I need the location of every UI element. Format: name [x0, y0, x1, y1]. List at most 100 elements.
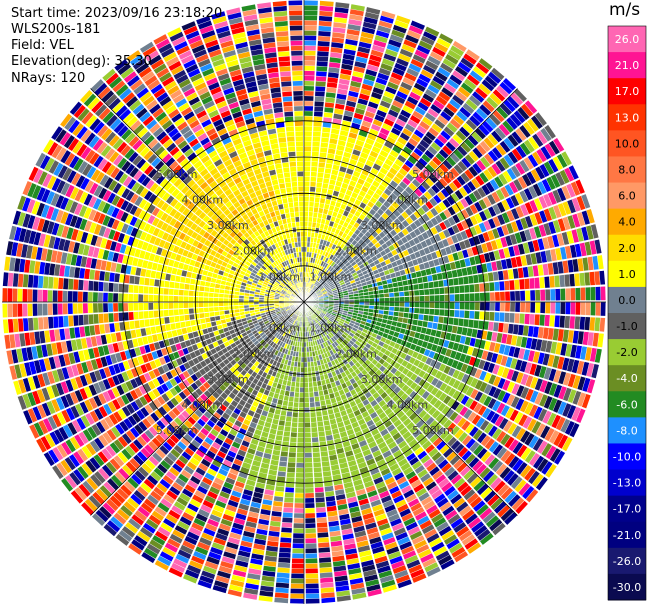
- noise-gate: [570, 316, 576, 329]
- noise-gate: [290, 41, 302, 46]
- noise-gate: [282, 91, 292, 96]
- noise-gate: [316, 61, 327, 67]
- noise-gate: [319, 11, 333, 17]
- velocity-gate: [462, 327, 468, 335]
- velocity-gate: [447, 271, 453, 279]
- velocity-gate: [320, 147, 328, 153]
- noise-gate: [294, 106, 303, 111]
- noise-gate: [281, 86, 291, 92]
- noise-gate: [503, 323, 509, 333]
- noise-gate: [69, 328, 75, 339]
- noise-gate: [304, 101, 313, 106]
- noise-gate: [493, 271, 499, 280]
- noise-gate: [317, 517, 328, 523]
- noise-gate: [103, 303, 108, 312]
- noise-gate: [570, 288, 575, 301]
- noise-gate: [279, 61, 290, 66]
- noise-gate: [79, 268, 85, 279]
- velocity-gate: [472, 329, 478, 338]
- noise-gate: [295, 121, 303, 126]
- velocity-gate: [434, 309, 439, 316]
- velocity-gate: [359, 299, 364, 302]
- noise-gate: [278, 51, 290, 57]
- noise-gate: [586, 302, 591, 315]
- noise-gate: [114, 323, 120, 332]
- noise-gate: [93, 314, 98, 324]
- noise-gate: [518, 267, 524, 278]
- noise-gate: [33, 275, 39, 288]
- noise-gate: [113, 303, 118, 312]
- noise-gate: [109, 273, 115, 283]
- noise-gate: [23, 304, 28, 317]
- noise-gate: [278, 558, 290, 564]
- velocity-gate: [320, 142, 328, 148]
- noise-gate: [304, 91, 314, 96]
- noise-gate: [518, 325, 524, 336]
- noise-gate: [281, 81, 292, 87]
- noise-gate: [304, 111, 313, 116]
- velocity-gate: [463, 276, 469, 284]
- noise-gate: [38, 304, 43, 316]
- velocity-gate: [328, 143, 336, 149]
- noise-gate: [520, 302, 525, 312]
- noise-gate: [315, 492, 324, 497]
- noise-gate: [94, 325, 100, 335]
- noise-gate: [553, 328, 559, 340]
- velocity-gate: [315, 197, 320, 202]
- noise-gate: [318, 542, 330, 548]
- noise-gate: [53, 277, 59, 289]
- noise-gate: [495, 302, 500, 311]
- velocity-gate: [311, 167, 318, 172]
- velocity-gate: [485, 292, 490, 301]
- noise-gate: [275, 21, 288, 27]
- velocity-gate: [313, 132, 321, 137]
- noise-gate: [500, 292, 505, 301]
- noise-gate: [58, 278, 64, 290]
- velocity-gate: [425, 302, 430, 308]
- noise-gate: [276, 31, 289, 37]
- noise-gate: [304, 46, 316, 51]
- noise-gate: [490, 292, 495, 301]
- noise-gate: [265, 52, 277, 58]
- velocity-gate: [422, 321, 428, 327]
- noise-gate: [2, 288, 7, 302]
- noise-gate: [305, 533, 316, 538]
- noise-gate: [319, 562, 332, 568]
- noise-gate: [274, 598, 288, 604]
- noise-gate: [530, 302, 535, 313]
- velocity-gate: [457, 326, 463, 334]
- noise-gate: [114, 273, 120, 282]
- noise-gate: [294, 523, 305, 528]
- noise-gate: [534, 314, 539, 325]
- noise-gate: [291, 579, 304, 584]
- velocity-gate: [404, 307, 409, 312]
- noise-gate: [267, 67, 278, 73]
- noise-gate: [273, 501, 283, 507]
- velocity-gate: [463, 319, 469, 327]
- noise-gate: [540, 302, 545, 313]
- noise-gate: [306, 579, 319, 584]
- noise-gate: [273, 107, 282, 113]
- noise-gate: [43, 317, 49, 329]
- noise-gate: [275, 593, 289, 599]
- velocity-gate: [304, 146, 311, 151]
- noise-gate: [289, 21, 302, 26]
- noise-gate: [88, 292, 93, 302]
- velocity-gate: [304, 197, 309, 202]
- velocity-gate: [312, 147, 319, 152]
- noise-gate: [317, 41, 329, 47]
- noise-gate: [18, 274, 24, 287]
- noise-gate: [293, 533, 304, 538]
- noise-gate: [509, 313, 514, 323]
- noise-gate: [504, 313, 509, 323]
- noise-gate: [585, 317, 591, 330]
- noise-gate: [64, 266, 70, 278]
- noise-gate: [599, 271, 605, 285]
- noise-gate: [108, 283, 113, 292]
- velocity-gate: [307, 232, 311, 237]
- noise-gate: [327, 77, 338, 83]
- velocity-gate: [433, 316, 438, 323]
- noise-gate: [53, 290, 58, 302]
- velocity-gate: [470, 302, 475, 310]
- velocity-gate: [310, 192, 315, 197]
